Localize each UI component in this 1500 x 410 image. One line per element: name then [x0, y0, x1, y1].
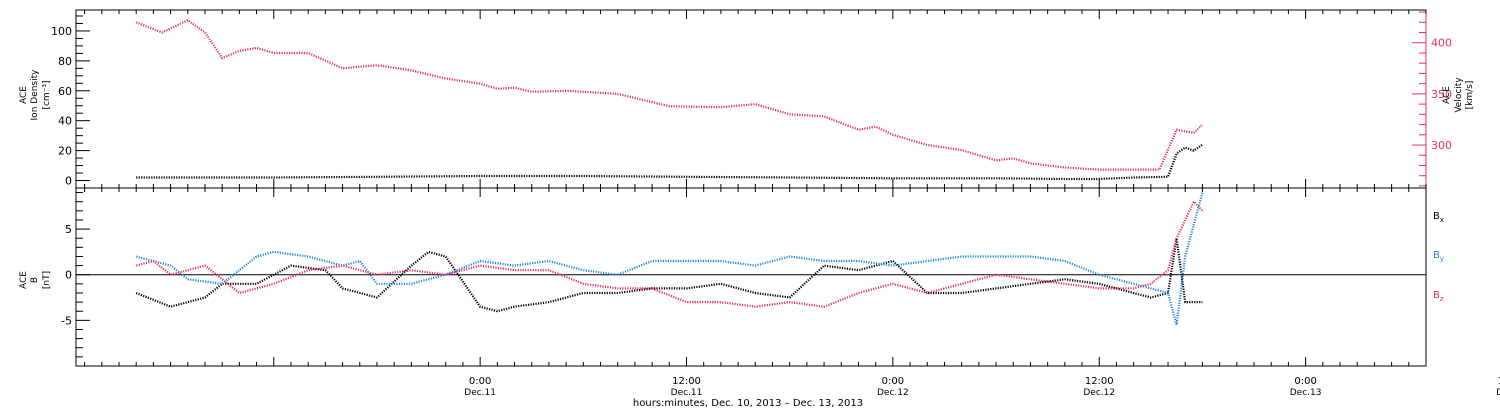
top-left-tick-label: 40 — [58, 115, 72, 128]
x-tick-label: 12:00 — [672, 376, 701, 387]
x-tick-label: 0:00 — [882, 376, 904, 387]
top-right-ylabel-line-1: ACE — [1442, 86, 1452, 104]
x-tick-date: Dec.13 — [1290, 388, 1322, 398]
x-axis-label: hours:minutes, Dec. 10, 2013 – Dec. 13, … — [633, 398, 863, 409]
bottom-tick-label: 5 — [65, 223, 72, 236]
top-right-ylabel-line-2: Velocity — [1454, 77, 1464, 113]
x-axis: 0:00Dec.1112:00Dec.110:00Dec.1212:00Dec.… — [84, 10, 1500, 398]
legend-name: B — [1433, 211, 1440, 222]
x-tick-date: Dec.13 — [1496, 388, 1500, 398]
top-panel: 0 20 40 60 80 100 300 350 400 — [51, 9, 1452, 189]
x-tick-date: Dec.11 — [464, 388, 496, 398]
bottom-series-1 — [135, 192, 1204, 326]
top-left-tick-label: 80 — [58, 55, 72, 68]
top-right-tick-label: 400 — [1431, 37, 1452, 50]
top-left-tick-label: 100 — [51, 25, 72, 38]
x-tick-date: Dec.12 — [877, 388, 909, 398]
x-tick-label: 12:00 — [1498, 376, 1500, 387]
legend-entry: Bz — [1433, 290, 1444, 303]
top-series-0 — [136, 143, 1204, 181]
top-series-1 — [135, 19, 1204, 171]
top-panel-frame — [75, 9, 1427, 189]
bottom-tick-label: 0 — [65, 269, 72, 282]
legend-entry: By — [1433, 250, 1444, 263]
bottom-panel-frame — [75, 187, 1427, 367]
bottom-tick-label: -5 — [61, 314, 72, 327]
x-tick-date: Dec.12 — [1083, 388, 1115, 398]
bottom-series-0 — [135, 237, 1203, 313]
top-right-ylabel-line-3: [km/s] — [1465, 81, 1475, 110]
top-ylabel-line-3: [cm⁻³] — [42, 80, 52, 109]
x-tick-date: Dec.11 — [671, 388, 703, 398]
legend-sub: x — [1440, 216, 1444, 224]
top-left-tick-label: 0 — [65, 175, 72, 188]
top-ylabel-line-1: ACE — [19, 86, 29, 104]
top-left-tick-label: 20 — [58, 145, 72, 158]
x-tick-label: 12:00 — [1085, 376, 1114, 387]
x-tick-label: 0:00 — [469, 376, 491, 387]
bottom-ylabel-line-3: [nT] — [42, 271, 52, 289]
bottom-ylabel-line-1: ACE — [19, 271, 29, 289]
legend-name: B — [1433, 290, 1440, 301]
bottom-series-2 — [135, 200, 1204, 308]
legend-sub: z — [1440, 295, 1444, 303]
top-right-tick-label: 350 — [1431, 88, 1452, 101]
legend-entry: Bx — [1433, 211, 1444, 224]
legend-sub: y — [1440, 255, 1444, 263]
top-left-tick-label: 60 — [58, 85, 72, 98]
top-right-tick-label: 300 — [1431, 139, 1452, 152]
bottom-ylabel-line-2: B — [30, 277, 40, 283]
x-tick-label: 0:00 — [1294, 376, 1316, 387]
legend-name: B — [1433, 250, 1440, 261]
top-ylabel-line-2: Ion Density — [30, 69, 40, 121]
